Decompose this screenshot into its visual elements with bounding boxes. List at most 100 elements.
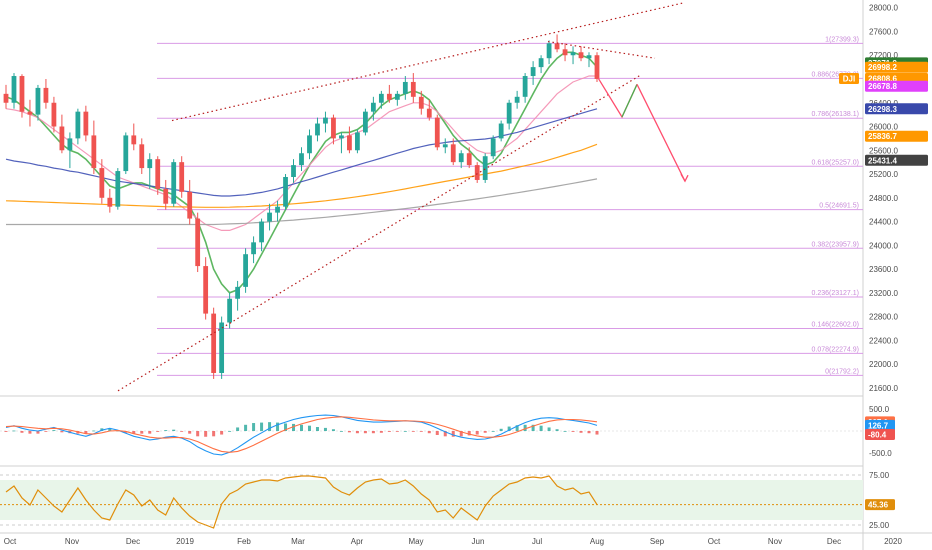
- candle-body: [51, 102, 57, 127]
- candle-body: [91, 135, 97, 169]
- macd-histogram-bar: [260, 422, 264, 431]
- candle-body: [299, 153, 304, 166]
- candle-body: [211, 313, 217, 373]
- candle-body: [67, 138, 73, 151]
- macd-histogram-bar: [355, 431, 359, 434]
- macd-histogram-bar: [268, 422, 272, 431]
- candle-body: [339, 135, 344, 139]
- x-tick-label: Nov: [65, 537, 79, 546]
- candle-body: [11, 76, 17, 103]
- moving-average-line: [6, 178, 598, 226]
- candle-body: [187, 191, 193, 219]
- candle-body: [434, 117, 440, 148]
- macd-histogram-bar: [156, 431, 160, 432]
- macd-histogram-bar: [435, 431, 439, 435]
- x-tick-label: Jun: [472, 537, 485, 546]
- price-badge-label: 25836.7: [868, 132, 897, 141]
- macd-line: [5, 416, 598, 453]
- candle-body: [83, 111, 89, 136]
- macd-value-badge: [865, 429, 895, 441]
- y-tick-label: 22800.0: [869, 313, 898, 322]
- fib-level-label: 0.236(23127.1): [812, 290, 859, 297]
- fib-level-label: 0.886(26778.3): [812, 71, 859, 78]
- macd-histogram-bar: [140, 431, 144, 434]
- macd-histogram-bar: [339, 431, 343, 432]
- macd-histogram-bar: [547, 427, 551, 431]
- symbol-badge: [839, 73, 859, 85]
- price-badge-label: 25431.4: [868, 156, 897, 165]
- macd-histogram-bar: [403, 431, 407, 432]
- macd-histogram-bar: [371, 431, 375, 434]
- macd-histogram-bar: [555, 429, 559, 431]
- candle-body: [594, 55, 600, 79]
- candle-body: [195, 218, 201, 267]
- candle-body: [163, 188, 169, 204]
- projection-arrowhead: [680, 173, 689, 183]
- macd-histogram-bar: [347, 431, 351, 433]
- short-trendline: [547, 40, 656, 59]
- candle-body: [123, 135, 129, 172]
- price-badge-label: 26678.8: [868, 82, 897, 91]
- candle-body: [466, 153, 472, 166]
- symbol-badge-label: DJI: [843, 75, 855, 84]
- x-tick-label: Sep: [650, 537, 665, 546]
- candle-body: [251, 242, 256, 255]
- fib-level-label: 0.382(23957.9): [812, 241, 859, 248]
- candle-body: [27, 111, 33, 115]
- fib-level-label: 0.786(26138.1): [812, 111, 859, 118]
- macd-line: [5, 414, 598, 456]
- candle-body: [450, 144, 456, 163]
- y-tick-label: 25200.0: [869, 170, 898, 179]
- macd-value-badge: [865, 419, 895, 431]
- macd-histogram-bar: [419, 431, 423, 432]
- candle-body: [442, 144, 448, 148]
- x-tick-label: Nov: [768, 537, 782, 546]
- macd-histogram-bar: [483, 431, 487, 433]
- candle-body: [347, 135, 352, 151]
- x-tick-label: Oct: [4, 537, 17, 546]
- fib-level-label: 0.618(25257.0): [812, 159, 859, 166]
- macd-histogram-bar: [36, 431, 40, 434]
- candle-body: [171, 162, 177, 204]
- y-tick-label: 24800.0: [869, 194, 898, 203]
- macd-histogram-bar: [363, 431, 367, 434]
- y-tick-label: 22000.0: [869, 360, 898, 369]
- macd-histogram-bar: [395, 431, 399, 432]
- candle-body: [562, 49, 568, 56]
- y-tick-label: 23200.0: [869, 289, 898, 298]
- macd-histogram-bar: [459, 431, 463, 437]
- x-tick-label: May: [408, 537, 423, 546]
- y-tick-label: 27600.0: [869, 27, 898, 36]
- macd-histogram-bar: [196, 431, 200, 437]
- candle-body: [147, 159, 153, 169]
- y-tick-label: 21600.0: [869, 384, 898, 393]
- fib-level-label: 0.078(22274.9): [812, 346, 859, 353]
- candle-body: [43, 87, 49, 103]
- candle-body: [219, 322, 225, 373]
- candle-body: [107, 197, 113, 207]
- candle-body: [355, 132, 360, 151]
- candle-body: [578, 52, 584, 59]
- y-tick-label: 27200.0: [869, 51, 898, 60]
- candle-body: [267, 212, 272, 222]
- macd-histogram-bar: [307, 425, 311, 431]
- candle-body: [410, 81, 416, 97]
- macd-histogram-bar: [284, 423, 288, 431]
- candle-body: [283, 176, 288, 207]
- macd-histogram-bar: [323, 427, 327, 431]
- moving-average-line: [5, 51, 598, 294]
- candle-body: [386, 93, 392, 100]
- y-tick-label: 23600.0: [869, 265, 898, 274]
- candle-body: [482, 156, 488, 180]
- macd-histogram-bar: [108, 428, 112, 431]
- rsi-y-tick-label: 25.00: [869, 521, 890, 530]
- macd-histogram-bar: [228, 431, 232, 432]
- candle-body: [291, 165, 296, 177]
- macd-histogram-bar: [180, 431, 184, 432]
- candle-body: [259, 221, 264, 243]
- candle-body: [418, 96, 424, 109]
- candle-body: [235, 286, 241, 299]
- macd-histogram-bar: [44, 431, 48, 432]
- candle-body: [115, 171, 121, 207]
